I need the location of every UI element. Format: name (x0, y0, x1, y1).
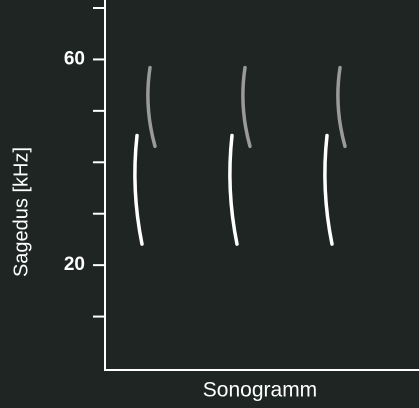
y-tick-label: 60 (64, 48, 85, 69)
call (323, 133, 334, 246)
call (241, 65, 252, 149)
call (336, 65, 347, 149)
x-axis-label: Sonogramm (203, 379, 317, 402)
call (146, 65, 157, 149)
call (133, 133, 144, 246)
call (228, 133, 239, 246)
y-axis-label: Sagedus [kHz] (10, 147, 32, 277)
y-tick-label: 20 (64, 254, 85, 275)
